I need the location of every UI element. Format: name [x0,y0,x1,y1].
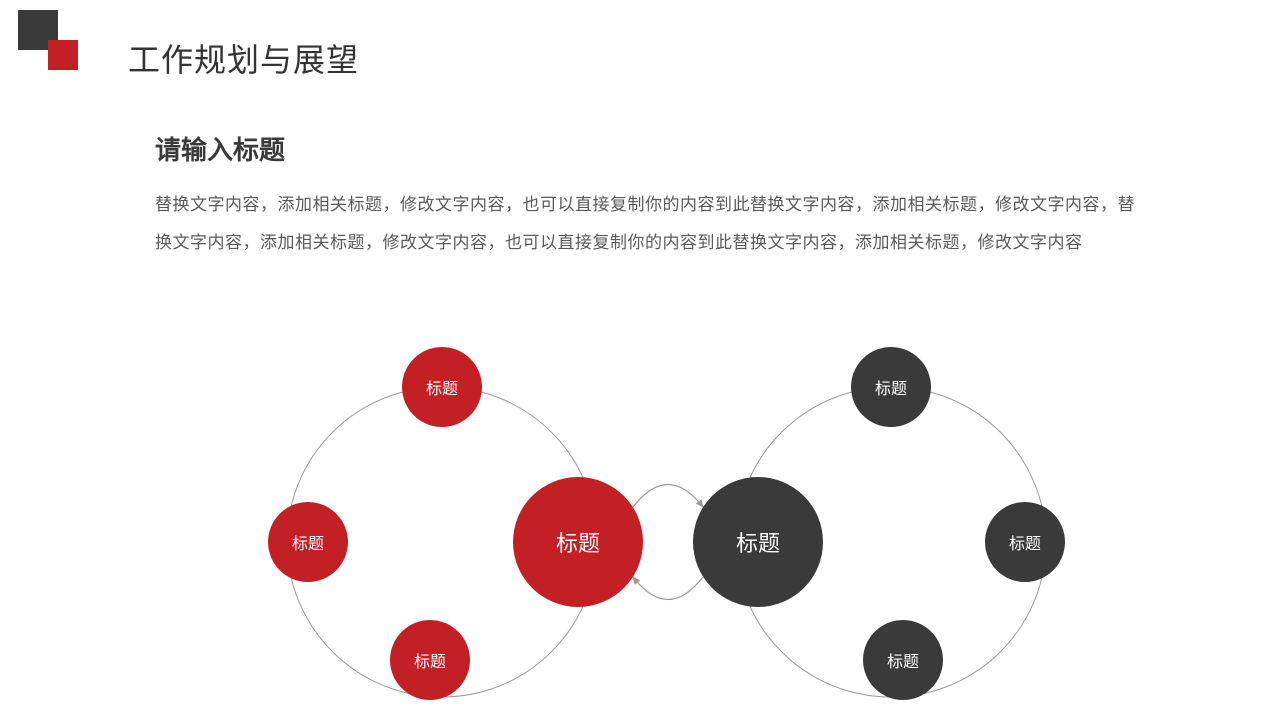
node-right-top: 标题 [851,347,931,427]
node-right-right: 标题 [985,502,1065,582]
decor-square-red [48,40,78,70]
node-left-left: 标题 [268,502,348,582]
node-left-center: 标题 [513,477,643,607]
node-right-bottom: 标题 [863,620,943,700]
node-left-bottom: 标题 [390,620,470,700]
node-right-center: 标题 [693,477,823,607]
body-text: 替换文字内容，添加相关标题，修改文字内容，也可以直接复制你的内容到此替换文字内容… [155,186,1145,263]
diagram-svg [0,0,1280,720]
page-title: 工作规划与展望 [128,35,359,81]
node-left-top: 标题 [402,347,482,427]
sub-title: 请输入标题 [155,130,285,167]
